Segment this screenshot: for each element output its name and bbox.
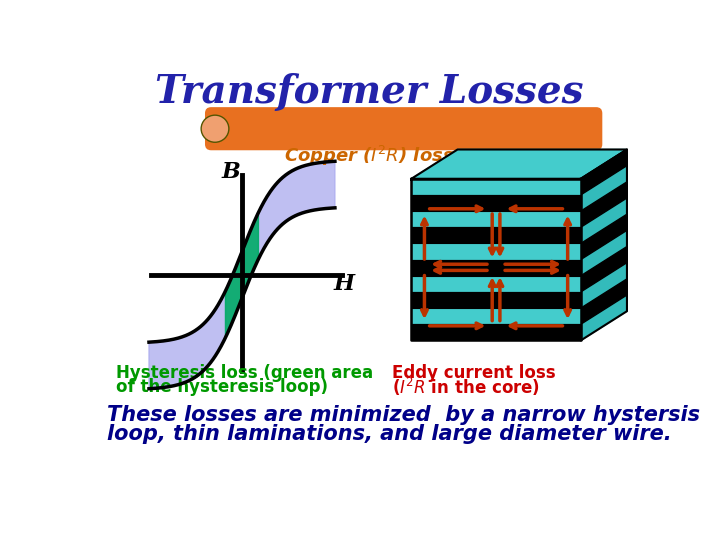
Ellipse shape xyxy=(201,115,229,142)
Polygon shape xyxy=(411,276,581,292)
Text: Copper ($I^2R$) loss: Copper ($I^2R$) loss xyxy=(284,144,454,168)
Polygon shape xyxy=(149,161,335,389)
Polygon shape xyxy=(411,150,627,179)
Text: of the hysteresis loop): of the hysteresis loop) xyxy=(117,377,328,396)
Polygon shape xyxy=(411,292,581,308)
Text: Transformer Losses: Transformer Losses xyxy=(155,73,583,111)
Polygon shape xyxy=(581,150,627,195)
Text: B: B xyxy=(221,161,240,183)
Polygon shape xyxy=(411,179,581,195)
Text: ($I^2R$ in the core): ($I^2R$ in the core) xyxy=(392,376,540,397)
Polygon shape xyxy=(411,195,581,211)
Text: These losses are minimized  by a narrow hystersis: These losses are minimized by a narrow h… xyxy=(107,405,701,425)
Polygon shape xyxy=(411,244,581,260)
Polygon shape xyxy=(411,325,581,340)
Polygon shape xyxy=(581,214,627,260)
Polygon shape xyxy=(581,279,627,325)
Text: H: H xyxy=(334,273,355,295)
Polygon shape xyxy=(581,150,627,340)
Polygon shape xyxy=(411,227,581,244)
Polygon shape xyxy=(411,211,581,227)
Polygon shape xyxy=(581,182,627,227)
Polygon shape xyxy=(581,247,627,292)
FancyBboxPatch shape xyxy=(205,107,603,150)
Text: loop, thin laminations, and large diameter wire.: loop, thin laminations, and large diamet… xyxy=(107,424,672,444)
Polygon shape xyxy=(411,308,581,325)
Text: Hysteresis loss (green area: Hysteresis loss (green area xyxy=(117,364,374,382)
Polygon shape xyxy=(225,212,258,338)
Polygon shape xyxy=(411,260,581,276)
Text: Eddy current loss: Eddy current loss xyxy=(392,364,556,382)
